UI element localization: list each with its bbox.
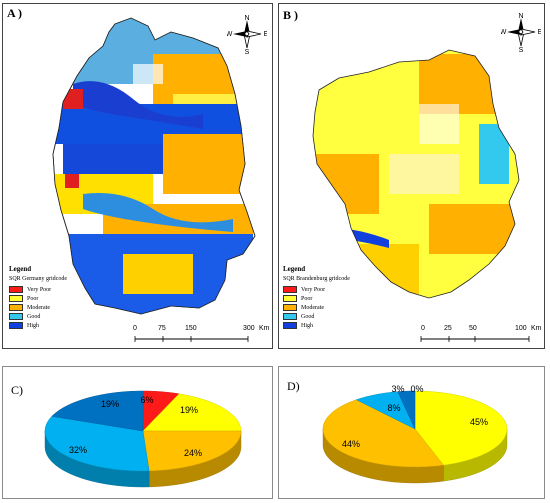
compass-w: W bbox=[227, 31, 233, 38]
brandenburg-map-panel: B ) N S E W bbox=[278, 3, 545, 349]
scale-label-0: 0 bbox=[133, 325, 137, 332]
swatch-good bbox=[9, 313, 23, 320]
compass-e: E bbox=[538, 29, 541, 36]
scale-label-150: 150 bbox=[185, 325, 197, 332]
pie-label-very-poor: 6% bbox=[140, 395, 153, 405]
scale-label-75: 75 bbox=[158, 325, 166, 332]
panel-b-label: B ) bbox=[283, 8, 298, 22]
pie-label-good: 8% bbox=[387, 403, 400, 413]
pie-slice-good bbox=[355, 391, 416, 430]
scale-label-100: 100 bbox=[515, 325, 527, 332]
scale-label-300: 300 bbox=[243, 325, 255, 332]
legend-item-very-poor: Very Poor bbox=[283, 285, 350, 294]
legend-title: Legend bbox=[9, 265, 32, 273]
pie-label-high: 19% bbox=[101, 399, 119, 409]
swatch-high bbox=[9, 322, 23, 329]
pie-label-good: 32% bbox=[69, 445, 87, 455]
legend-item-good: Good bbox=[9, 312, 67, 321]
legend-item-very-poor: Very Poor bbox=[9, 285, 67, 294]
chart-d-title: D) bbox=[287, 379, 300, 393]
pie-slice-poor bbox=[142, 393, 242, 432]
swatch-good bbox=[283, 313, 297, 320]
pie-chart-d-panel: D) 0% 45% 44% 8% 3% bbox=[278, 366, 545, 499]
pie-slice-moderate bbox=[142, 430, 242, 472]
scale-label-0: 0 bbox=[421, 325, 425, 332]
pie-label-moderate: 44% bbox=[342, 439, 360, 449]
swatch-poor bbox=[9, 295, 23, 302]
compass-s: S bbox=[245, 49, 250, 54]
brandenburg-legend: Legend SQR Brandenburg gridcode Very Poo… bbox=[283, 266, 350, 330]
germany-map-panel: A ) N S E W bbox=[2, 3, 273, 349]
pie-slice-high bbox=[51, 390, 144, 432]
scale-label-km: Km bbox=[259, 325, 270, 332]
pie-label-poor: 19% bbox=[180, 405, 198, 415]
swatch-moderate bbox=[283, 304, 297, 311]
pie-slice-very-poor bbox=[142, 390, 180, 432]
panel-a-label: A ) bbox=[7, 6, 22, 20]
chart-c-title: C) bbox=[11, 383, 23, 397]
compass-n: N bbox=[244, 15, 249, 22]
scale-label-km: Km bbox=[531, 325, 542, 332]
scale-label-50: 50 bbox=[469, 325, 477, 332]
pie-chart-c-panel: C) 6% 19% 24% 32% 19% bbox=[2, 366, 273, 499]
swatch-moderate bbox=[9, 304, 23, 311]
legend-item-poor: Poor bbox=[283, 294, 350, 303]
scale-label-25: 25 bbox=[444, 325, 452, 332]
pie-label-very-poor: 0% bbox=[410, 384, 423, 394]
pie-chart-c: 6% 19% 24% 32% 19% bbox=[44, 390, 242, 488]
north-arrow-icon: N S E W bbox=[226, 14, 269, 56]
compass-e: E bbox=[264, 31, 267, 38]
compass-n: N bbox=[518, 13, 523, 20]
legend-item-moderate: Moderate bbox=[283, 303, 350, 312]
pie-label-poor: 45% bbox=[470, 417, 488, 427]
germany-legend: Legend SQR Germany gridcode Very Poor Po… bbox=[9, 266, 67, 330]
legend-subtitle: SQR Brandenburg gridcode bbox=[283, 276, 350, 282]
germany-scale-bar bbox=[134, 336, 249, 342]
compass-s: S bbox=[519, 47, 524, 52]
pie-chart-d: 0% 45% 44% 8% 3% bbox=[322, 384, 508, 484]
legend-item-moderate: Moderate bbox=[9, 303, 67, 312]
swatch-high bbox=[283, 322, 297, 329]
legend-subtitle: SQR Germany gridcode bbox=[9, 276, 67, 282]
brandenburg-scale-bar bbox=[420, 336, 530, 342]
legend-item-good: Good bbox=[283, 312, 350, 321]
pie-slice-high bbox=[397, 390, 416, 430]
pie-label-high: 3% bbox=[391, 384, 404, 394]
swatch-poor bbox=[283, 295, 297, 302]
pie-label-moderate: 24% bbox=[184, 448, 202, 458]
legend-item-high: High bbox=[9, 321, 67, 330]
north-arrow-icon: N S E W bbox=[500, 12, 543, 54]
legend-title: Legend bbox=[283, 265, 306, 273]
legend-item-high: High bbox=[283, 321, 350, 330]
swatch-very-poor bbox=[9, 286, 23, 293]
pie-slice-moderate bbox=[322, 399, 444, 468]
brandenburg-soil-quality-map bbox=[312, 49, 520, 299]
pie-slice-poor bbox=[414, 390, 508, 466]
pie-slice-good bbox=[44, 416, 150, 472]
legend-item-poor: Poor bbox=[9, 294, 67, 303]
compass-w: W bbox=[501, 29, 507, 36]
germany-soil-quality-map bbox=[52, 17, 256, 315]
swatch-very-poor bbox=[283, 286, 297, 293]
